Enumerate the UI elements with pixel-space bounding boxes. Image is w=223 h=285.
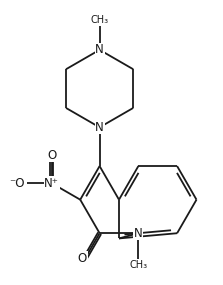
Text: O: O: [78, 252, 87, 265]
Text: CH₃: CH₃: [91, 15, 109, 25]
Text: N: N: [95, 121, 104, 134]
Text: N⁺: N⁺: [44, 177, 59, 190]
Text: CH₃: CH₃: [129, 260, 147, 270]
Text: O: O: [47, 149, 56, 162]
Text: ⁻O: ⁻O: [9, 177, 25, 190]
Text: N: N: [95, 43, 104, 56]
Text: N: N: [134, 227, 143, 240]
